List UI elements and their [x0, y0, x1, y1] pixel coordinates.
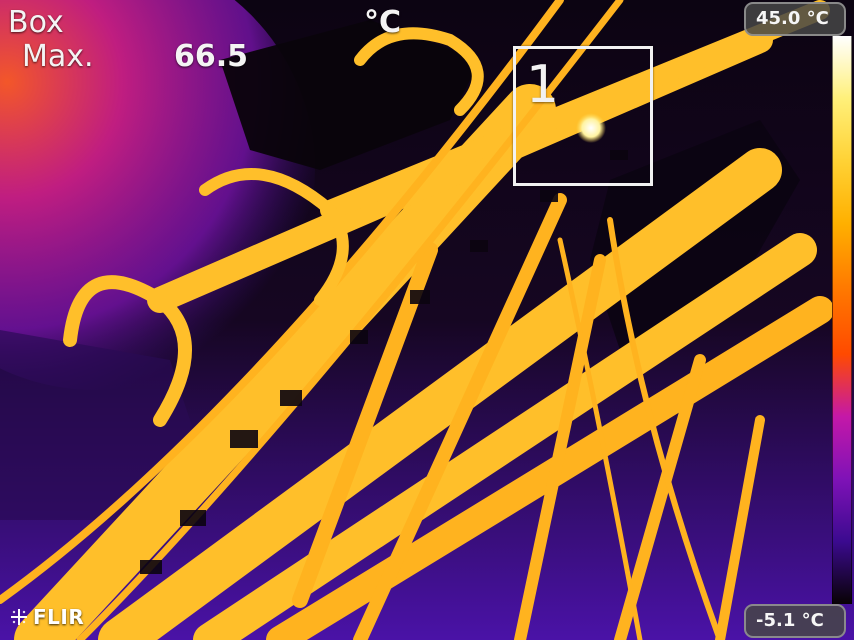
dark-patch — [220, 20, 480, 170]
roi-mode-label: Box — [8, 5, 64, 40]
flir-snowflake-icon — [11, 609, 27, 625]
brand-logo-text: FLIR — [33, 605, 85, 629]
temperature-unit: °C — [364, 5, 402, 40]
temperature-scale-min: -5.1 °C — [744, 604, 846, 638]
roi-id: 1 — [526, 55, 560, 115]
max-label: Max. — [22, 39, 94, 74]
temperature-scale-max: 45.0 °C — [744, 2, 846, 36]
lattice-gaps — [140, 150, 628, 574]
brand-logo: FLIR — [10, 606, 84, 628]
temperature-scale-bar — [832, 36, 852, 604]
hotspot — [576, 113, 606, 143]
hot-structures — [0, 0, 834, 640]
roi-box[interactable]: 1 — [513, 46, 653, 186]
max-temperature-value: 66.5 — [174, 39, 249, 74]
